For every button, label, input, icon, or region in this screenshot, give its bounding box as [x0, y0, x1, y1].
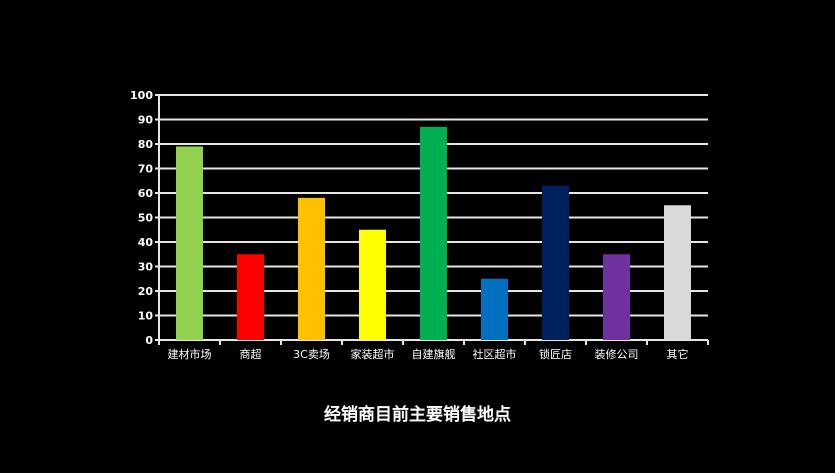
bar	[542, 185, 569, 340]
bar	[359, 229, 386, 340]
y-tick-label: 60	[138, 187, 154, 200]
bar	[664, 205, 691, 340]
y-tick-label: 100	[130, 89, 153, 102]
y-tick-label: 70	[138, 163, 154, 176]
bar	[603, 254, 630, 340]
x-tick-label: 商超	[240, 347, 262, 361]
y-tick-label: 40	[138, 236, 154, 249]
x-tick-label: 装修公司	[595, 347, 639, 361]
x-tick-label: 3C卖场	[293, 347, 330, 361]
y-tick-label: 30	[138, 261, 154, 274]
y-tick-label: 50	[138, 212, 154, 225]
bar	[420, 126, 447, 340]
x-tick-label: 社区超市	[473, 347, 517, 361]
y-tick-label: 80	[138, 138, 154, 151]
bar	[481, 278, 508, 340]
bar	[237, 254, 264, 340]
x-tick-label: 自建旗舰	[412, 347, 456, 361]
x-tick-label: 建材市场	[168, 347, 212, 361]
x-tick-label: 锁匠店	[539, 347, 572, 361]
x-tick-label: 家装超市	[351, 347, 395, 361]
y-tick-label: 90	[138, 114, 154, 127]
y-tick-label: 10	[138, 310, 154, 323]
bar	[298, 197, 325, 340]
y-tick-label: 0	[145, 334, 153, 347]
chart-title: 经销商目前主要销售地点	[324, 405, 511, 425]
bar	[176, 146, 203, 340]
y-tick-label: 20	[138, 285, 154, 298]
x-tick-label: 其它	[667, 347, 689, 361]
